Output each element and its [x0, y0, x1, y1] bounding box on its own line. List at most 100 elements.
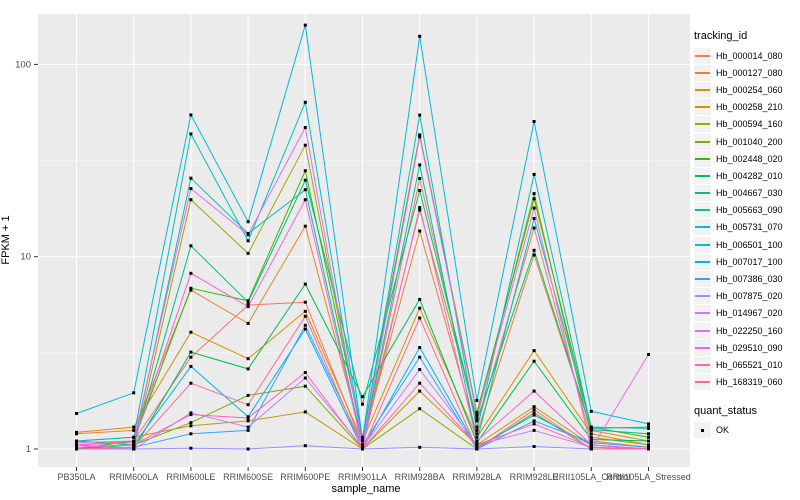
legend-label: Hb_014967_020 [716, 308, 783, 319]
data-point [418, 389, 422, 393]
data-point [532, 359, 536, 363]
legend-line-swatch [695, 260, 710, 263]
data-point [75, 445, 78, 449]
legend-item-Hb_065521_010: Hb_065521_010 [694, 356, 798, 373]
data-point [75, 439, 78, 443]
data-point [647, 422, 650, 426]
data-point [246, 425, 250, 429]
tracking-id-legend-entries: Hb_000014_080 Hb_000127_080 Hb_000254_060 H… [694, 47, 798, 391]
data-point [361, 395, 364, 399]
data-point [303, 376, 307, 380]
data-point [418, 316, 422, 320]
legend-line-swatch [695, 123, 710, 126]
data-point [418, 407, 422, 411]
legend-label: Hb_000014_080 [716, 50, 783, 61]
legend-item-Hb_004667_030: Hb_004667_030 [694, 185, 798, 202]
data-point [189, 432, 193, 436]
data-point [303, 384, 307, 388]
data-point [189, 421, 193, 425]
data-point [75, 412, 78, 415]
legend-line-swatch [695, 209, 710, 212]
legend-label: OK [716, 425, 730, 436]
data-point [75, 441, 78, 445]
data-point [132, 425, 136, 429]
legend-line-swatch [695, 157, 710, 160]
data-point [246, 357, 250, 361]
legend-line-swatch [695, 381, 710, 384]
data-point [303, 126, 307, 129]
legend-line-swatch [695, 329, 710, 332]
data-point [589, 435, 593, 439]
data-point [303, 188, 307, 192]
legend-line-swatch [695, 363, 710, 366]
data-point [246, 393, 250, 397]
data-point [418, 177, 422, 180]
data-point [475, 410, 479, 414]
data-point [418, 229, 422, 233]
legend-label: Hb_007017_100 [716, 256, 783, 267]
data-point [475, 428, 479, 432]
data-point [189, 198, 193, 202]
data-point [418, 306, 422, 310]
data-point [189, 244, 193, 248]
black-square-point-icon [701, 428, 705, 433]
data-point [189, 413, 193, 417]
legend-color-key [694, 322, 711, 339]
legend-label: Hb_007875_020 [716, 291, 783, 302]
data-point [246, 447, 250, 451]
legend-item-Hb_007386_030: Hb_007386_030 [694, 270, 798, 288]
data-point [132, 441, 136, 445]
data-point [246, 367, 250, 371]
legend: tracking_id Hb_000014_080 Hb_000127_080 Hb… [694, 30, 798, 439]
data-point [418, 206, 422, 210]
legend-color-key [694, 271, 711, 288]
legend-line-swatch [695, 192, 710, 195]
data-point [189, 424, 193, 428]
legend-item-Hb_007017_100: Hb_007017_100 [694, 253, 798, 270]
data-point [475, 445, 479, 449]
legend-label: Hb_022250_160 [716, 325, 783, 336]
data-point [475, 413, 479, 417]
y-axis-tick-label: 10 [20, 252, 31, 263]
legend-color-key [694, 47, 711, 64]
data-point [532, 428, 536, 432]
data-point [246, 416, 250, 420]
data-point [589, 409, 593, 413]
data-point [303, 323, 307, 327]
legend-label: Hb_005663_090 [716, 205, 783, 216]
legend-line-swatch [695, 88, 710, 91]
data-point [189, 355, 193, 359]
data-point [589, 438, 593, 441]
data-point [418, 189, 422, 192]
data-point [361, 443, 364, 447]
data-point [246, 220, 250, 224]
legend-item-Hb_022250_160: Hb_022250_160 [694, 322, 798, 339]
data-point [303, 169, 307, 173]
legend-label: Hb_000594_160 [716, 119, 783, 130]
legend-color-key [694, 99, 711, 116]
data-point [532, 248, 536, 252]
legend-item-Hb_005731_070: Hb_005731_070 [694, 219, 798, 236]
data-point [303, 198, 307, 202]
data-point [418, 135, 422, 139]
x-axis-tick-label: PB350LA [57, 472, 95, 482]
data-point [189, 288, 193, 292]
legend-item-Hb_000594_160: Hb_000594_160 [694, 116, 798, 133]
data-point [303, 327, 307, 331]
data-point [532, 389, 536, 393]
legend-color-key [694, 202, 711, 219]
data-point [532, 253, 536, 257]
data-point [132, 443, 136, 447]
x-axis-title: sample_name [331, 483, 401, 495]
data-point [246, 251, 250, 255]
legend-item-Hb_006501_100: Hb_006501_100 [694, 236, 798, 253]
data-point [532, 172, 536, 176]
legend-item-Hb_000258_210: Hb_000258_210 [694, 99, 798, 116]
data-point [418, 368, 422, 371]
data-point [303, 178, 307, 182]
legend-item-Hb_014967_020: Hb_014967_020 [694, 305, 798, 322]
data-point [418, 34, 422, 38]
legend-color-key [694, 133, 711, 150]
legend-color-key [694, 374, 711, 391]
legend-color-key [694, 185, 711, 202]
